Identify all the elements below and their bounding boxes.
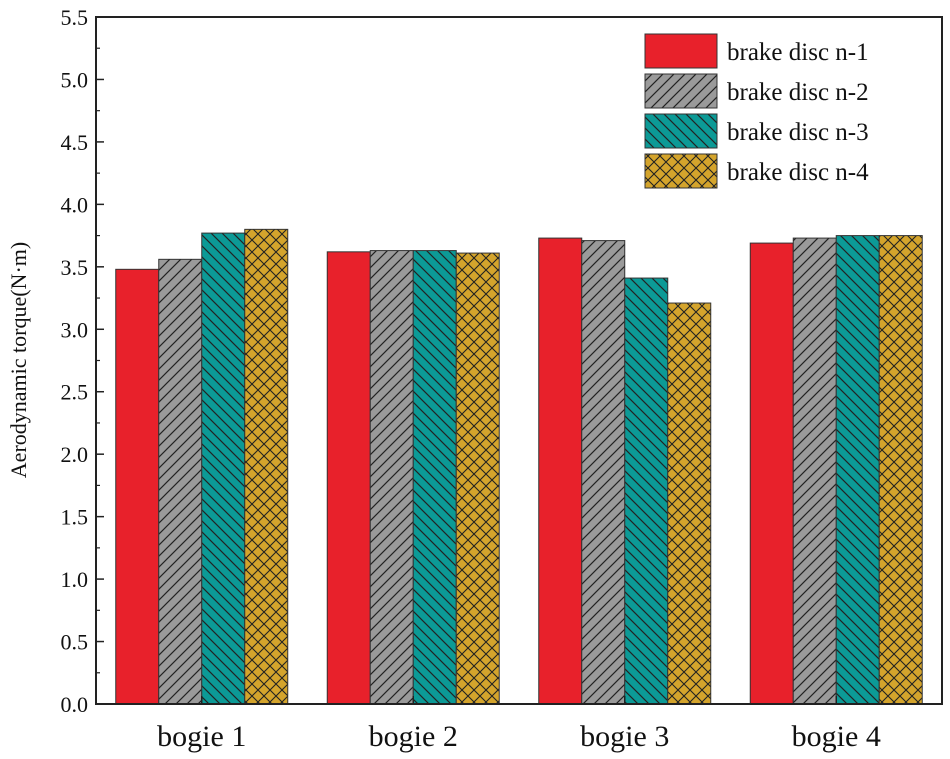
y-tick-label: 5.0 [61,67,89,92]
legend-swatch-4 [644,153,718,189]
bar-2-3 [412,250,457,705]
legend: brake disc n-1 brake disc n-2 brake disc n… [644,33,869,189]
x-axis: bogie 1 bogie 2 bogie 3 bogie 4 [157,696,881,753]
y-tick-label: 2.5 [61,380,89,405]
x-tick-label: bogie 3 [580,720,669,753]
legend-label-1: brake disc n-1 [727,39,869,66]
bar-2-2 [369,250,414,705]
y-axis-title: Aerodynamic torque(N·m) [6,242,31,478]
legend-swatch-2 [644,73,718,109]
y-tick-label: 2.0 [61,442,89,467]
legend-swatch-3 [644,113,718,149]
y-axis: 0.0 0.5 1.0 1.5 2.0 2.5 3.0 3.5 4.0 4.5 5.0 5.5 [61,5,104,717]
bar-3-4 [667,302,712,705]
plot-frame [95,16,943,705]
bar-1-2 [158,258,203,705]
bar-4-2 [792,237,837,705]
legend-label-4: brake disc n-4 [727,159,869,186]
bar-3-3 [624,277,669,705]
bar-2-4 [455,252,500,705]
y-tick-label: 1.0 [61,567,89,592]
y-tick-label: 1.5 [61,505,89,530]
x-tick-label: bogie 4 [792,720,881,753]
y-tick-label: 4.5 [61,130,89,155]
bar-4-3 [835,235,880,705]
bar-1-4 [244,228,289,705]
y-tick-label: 0.5 [61,630,89,655]
legend-swatch-1 [644,33,718,69]
y-tick-label: 3.5 [61,255,89,280]
x-tick-label: bogie 1 [157,720,246,753]
bar-1-3 [201,232,246,705]
y-tick-label: 0.0 [61,692,89,717]
y-tick-label: 3.0 [61,317,89,342]
bar-3-2 [581,240,626,705]
bar-4-1 [749,242,794,705]
y-tick-label: 5.5 [61,5,89,30]
bar-2-1 [326,251,371,705]
legend-label-3: brake disc n-3 [727,119,869,146]
bar-3-1 [538,237,583,705]
legend-label-2: brake disc n-2 [727,79,869,106]
bar-4-4 [878,235,923,705]
bars-group [115,228,923,705]
y-tick-label: 4.0 [61,192,89,217]
bar-1-1 [115,268,160,705]
x-tick-label: bogie 2 [369,720,458,753]
